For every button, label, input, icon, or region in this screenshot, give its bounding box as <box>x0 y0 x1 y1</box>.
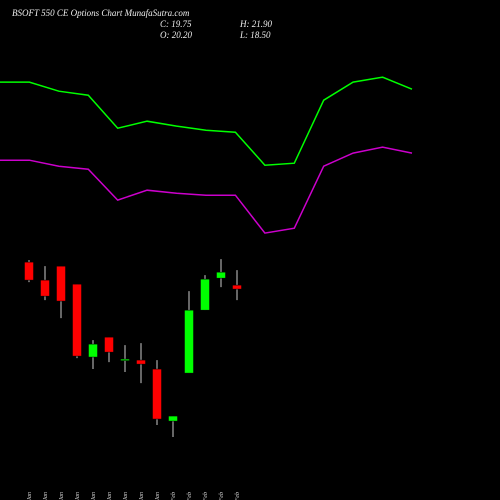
x-tick-label: 05 Feb <box>219 492 225 500</box>
x-tick-label: 22 Jan <box>59 492 65 500</box>
candle-body <box>168 415 178 422</box>
candle-body <box>72 283 82 357</box>
candle-body <box>120 358 130 361</box>
candle-body <box>40 279 50 297</box>
summary-open: O: 20.20 <box>160 30 192 40</box>
indicator-line <box>0 76 413 166</box>
x-tick-label: 06 Feb <box>235 492 241 500</box>
candle-body <box>104 336 114 353</box>
x-tick-label: 23 Jan <box>75 492 81 500</box>
x-tick-label: 04 Feb <box>202 492 209 500</box>
summary-high: H: 21.90 <box>239 19 272 29</box>
x-tick-label: 31 Jan <box>155 492 161 500</box>
candle-body <box>56 265 66 302</box>
x-tick-label: 27 Jan <box>91 492 97 500</box>
candle-body <box>232 284 242 290</box>
x-tick-label: 28 Jan <box>107 492 113 500</box>
chart-title: BSOFT 550 CE Options Chart MunafaSutra.c… <box>12 8 190 18</box>
candle-body <box>136 359 146 365</box>
candle-body <box>216 271 226 279</box>
x-tick-label: 20 Jan <box>27 492 33 500</box>
candle-body <box>88 343 98 358</box>
x-tick-label: 03 Feb <box>187 492 193 500</box>
indicator-line <box>0 146 413 234</box>
summary-close: C: 19.75 <box>160 19 192 29</box>
x-tick-label: 30 Jan <box>139 492 145 500</box>
x-tick-label: 01 Feb <box>171 492 177 500</box>
candle-body <box>184 309 194 374</box>
candle-body <box>152 368 162 420</box>
candle-body <box>200 278 210 311</box>
summary-low: L: 18.50 <box>239 30 271 40</box>
candle-body <box>24 261 34 281</box>
x-tick-label: 29 Jan <box>123 492 129 500</box>
x-tick-label: 21 Jan <box>43 492 49 500</box>
